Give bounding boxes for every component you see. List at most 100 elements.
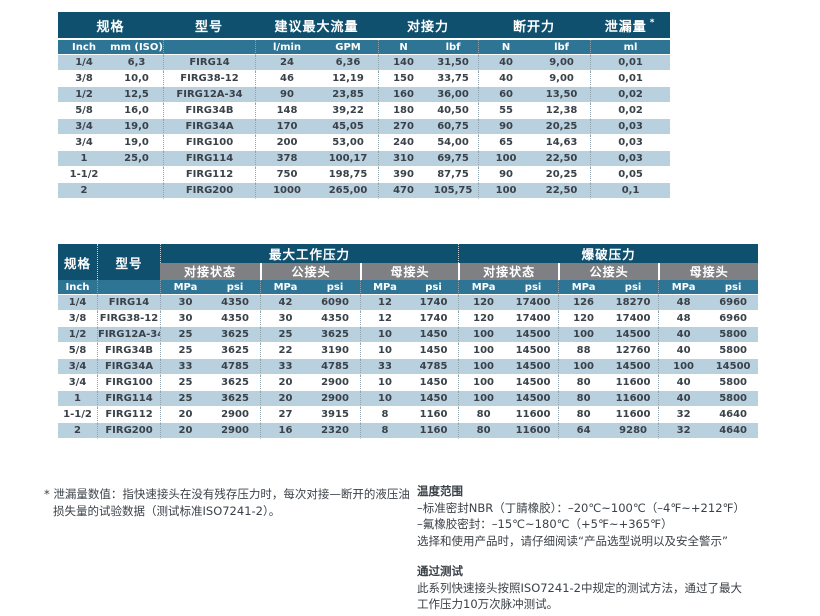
table-cell: 17400 xyxy=(608,311,659,327)
table-row: 2 FIRG200 20 2900 16 2320 8 1160 80 11600 64 9280 32… xyxy=(58,423,759,439)
table-cell: 1-1/2 xyxy=(58,407,97,423)
table-cell: FIRG14 xyxy=(163,55,256,71)
table-cell: 1740 xyxy=(409,295,459,311)
table-cell: FIRG200 xyxy=(163,183,256,199)
temperature-line-nbr: –标准密封NBR（丁腈橡胶）：–20℃~100℃（–4℉~+212℉） xyxy=(417,500,745,515)
table-cell: 470 xyxy=(378,183,429,199)
table-cell: 11600 xyxy=(608,375,659,391)
table-cell: 30 xyxy=(160,311,210,327)
col-header-model: 型号 xyxy=(163,12,256,40)
table-row: 1-1/2 FIRG112 750 198,75 390 87,75 90 20,25 0,05 xyxy=(58,167,671,183)
table-cell: 2 xyxy=(58,183,110,199)
table-cell: 22 xyxy=(260,343,310,359)
table-cell: FIRG34B xyxy=(163,103,256,119)
table-cell: 3915 xyxy=(310,407,360,423)
table-cell: 100 xyxy=(458,375,509,391)
table-cell: 3/8 xyxy=(58,311,97,327)
table-cell: 42 xyxy=(260,295,310,311)
unit-psi-2: psi xyxy=(310,280,360,295)
table-cell: 32 xyxy=(658,407,709,423)
table-cell: 90 xyxy=(478,119,534,135)
table-cell: 1 xyxy=(58,391,97,407)
table-cell: 25 xyxy=(260,327,310,343)
col-header-max-flow: 建议最大流量 xyxy=(255,12,379,40)
col-header-connect-force: 对接力 xyxy=(378,12,479,40)
subheader-female-coupling: 母接头 xyxy=(360,263,459,280)
table-cell: 100 xyxy=(458,327,509,343)
table-cell: 1000 xyxy=(255,183,319,199)
subheader-connected-state-burst: 对接状态 xyxy=(458,263,559,280)
table-cell: 20,25 xyxy=(533,167,591,183)
table-row: 3/4 19,0 FIRG100 200 53,00 240 54,00 65 14,63 0,0… xyxy=(58,135,671,151)
table-cell: 1450 xyxy=(409,327,459,343)
col-header-max-working-pressure: 最大工作压力 xyxy=(160,244,459,263)
table-cell: 12 xyxy=(360,311,409,327)
col-header-disconnect-force: 断开力 xyxy=(478,12,591,40)
table-cell: 20,25 xyxy=(533,119,591,135)
table1-units-row: Inch mm (ISO) l/min GPM N lbf N lbf ml xyxy=(58,40,671,55)
table-row: 1/2 12,5 FIRG12A-34 90 23,85 160 36,00 60 13,50 0… xyxy=(58,87,671,103)
table-cell: 0,02 xyxy=(590,103,671,119)
table-cell: 3625 xyxy=(210,327,260,343)
table-cell: 0,01 xyxy=(590,55,671,71)
table-row: 3/8 FIRG38-12 30 4350 30 4350 12 1740 120 17400 12… xyxy=(58,311,759,327)
table-cell: 6090 xyxy=(310,295,360,311)
table-cell: 100 xyxy=(458,359,509,375)
table-cell: FIRG38-12 xyxy=(163,71,256,87)
table-cell: 80 xyxy=(558,391,609,407)
table-cell: 22,50 xyxy=(533,183,591,199)
table-row: 1/4 6,3 FIRG14 24 6,36 140 31,50 40 9,00 0,01 xyxy=(58,55,671,71)
table-cell: 80 xyxy=(558,407,609,423)
table-cell: 100 xyxy=(478,183,534,199)
table-cell: 200 xyxy=(255,135,319,151)
table-cell: 1/2 xyxy=(58,327,97,343)
table-cell: 33 xyxy=(360,359,409,375)
table-row: 3/4 FIRG34A 33 4785 33 4785 33 4785 100 14500 100 1… xyxy=(58,359,759,375)
table-cell: 1160 xyxy=(409,423,459,439)
table-cell: FIRG112 xyxy=(163,167,256,183)
table-cell: 90 xyxy=(255,87,319,103)
temperature-line-fkm: –氟橡胶密封：–15℃~180℃（+5℉~+365℉） xyxy=(417,517,673,531)
unit-gpm: GPM xyxy=(318,40,379,55)
table-cell: FIRG114 xyxy=(163,151,256,167)
table-cell: 2320 xyxy=(310,423,360,439)
table-cell: FIRG34A xyxy=(163,119,256,135)
table-cell: 18270 xyxy=(608,295,659,311)
table-row: 1-1/2 FIRG112 20 2900 27 3915 8 1160 80 11600 80 11… xyxy=(58,407,759,423)
col-header-spec: 规格 xyxy=(58,244,97,280)
table-cell: 17400 xyxy=(508,311,559,327)
table2-units-row: Inch MPa psi MPa psi MPa psi MPa psi MPa… xyxy=(58,280,759,295)
table-cell: FIRG12A-34 xyxy=(97,327,160,343)
table1-group-header-row: 规格 型号 建议最大流量 对接力 断开力 泄漏量 * xyxy=(58,12,671,40)
table-cell: 36,00 xyxy=(428,87,479,103)
table-cell: 100 xyxy=(658,359,709,375)
table-cell: 140 xyxy=(378,55,429,71)
unit-mpa-1: MPa xyxy=(160,280,210,295)
table-cell: 13,50 xyxy=(533,87,591,103)
table-cell: 3190 xyxy=(310,343,360,359)
table-cell: 90 xyxy=(478,167,534,183)
table-cell: 1740 xyxy=(409,311,459,327)
table-cell: 0,1 xyxy=(590,183,671,199)
table-cell: 3/4 xyxy=(58,375,97,391)
table2-subgroup-header-row: 对接状态 公接头 母接头 对接状态 公接头 母接头 xyxy=(58,263,759,280)
table-cell: 24 xyxy=(255,55,319,71)
table-cell: 1/4 xyxy=(58,55,110,71)
table-cell: 6960 xyxy=(708,311,759,327)
table-cell: 14500 xyxy=(608,359,659,375)
table-cell: 2900 xyxy=(210,407,260,423)
table-cell: 12760 xyxy=(608,343,659,359)
table-cell: 0,03 xyxy=(590,119,671,135)
table-cell: 17400 xyxy=(508,295,559,311)
temperature-range-title: 温度范围 xyxy=(417,484,463,498)
table-cell: 2900 xyxy=(310,391,360,407)
table-cell: 87,75 xyxy=(428,167,479,183)
table-cell: 11600 xyxy=(508,423,559,439)
unit-mpa-3: MPa xyxy=(360,280,409,295)
table-cell: 12,5 xyxy=(110,87,164,103)
table-cell: 0,05 xyxy=(590,167,671,183)
table-cell: 3/4 xyxy=(58,359,97,375)
unit-model-blank xyxy=(97,280,160,295)
table-cell: 60 xyxy=(478,87,534,103)
table-cell: 1-1/2 xyxy=(58,167,110,183)
